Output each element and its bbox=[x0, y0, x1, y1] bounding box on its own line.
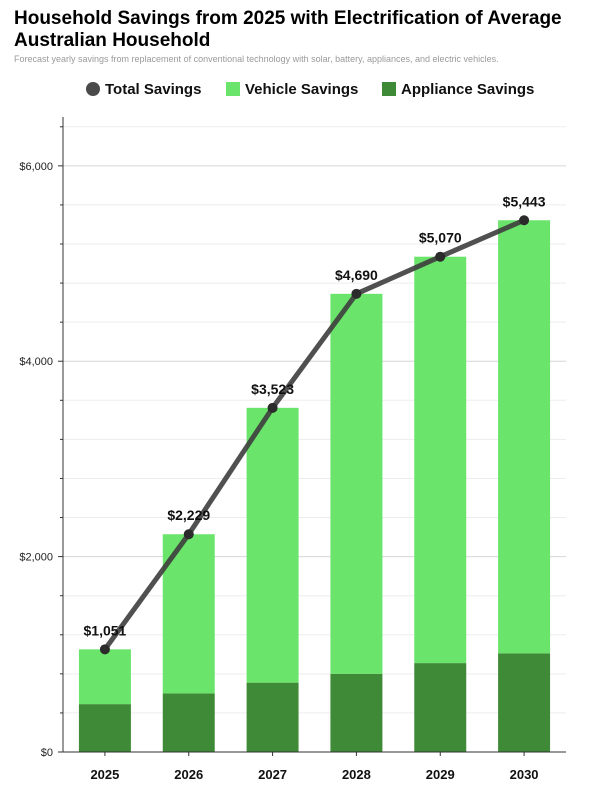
total-savings-line-path bbox=[102, 217, 527, 652]
appliance-savings-bar bbox=[246, 682, 299, 752]
bars bbox=[78, 220, 551, 752]
total-savings-point bbox=[435, 251, 446, 262]
total-savings-legend-marker bbox=[86, 82, 100, 96]
y-tick-label: $0 bbox=[41, 747, 53, 759]
total-savings-data-label: $5,070 bbox=[419, 230, 462, 246]
legend: Total Savings Vehicle Savings Appliance Sa… bbox=[86, 81, 534, 98]
total-savings-point bbox=[267, 402, 278, 413]
total-savings-point bbox=[99, 644, 110, 655]
vehicle-savings-legend-label: Vehicle Savings bbox=[245, 81, 358, 98]
chart-title: Household Savings from 2025 with Electri… bbox=[14, 8, 562, 51]
y-tick-label: $2,000 bbox=[19, 552, 53, 564]
x-axis: 2025 2026 2027 2028 2029 2030 bbox=[63, 751, 566, 782]
vehicle-savings-bar bbox=[414, 256, 467, 664]
vehicle-savings-bar bbox=[498, 220, 551, 654]
x-tick-label: 2025 bbox=[90, 767, 119, 782]
appliance-savings-bar bbox=[78, 704, 131, 752]
chart-subtitle: Forecast yearly savings from replacement… bbox=[14, 54, 499, 64]
x-tick-label: 2026 bbox=[174, 767, 203, 782]
x-tick-label: 2028 bbox=[342, 767, 371, 782]
vehicle-savings-legend-marker bbox=[226, 82, 240, 96]
vehicle-savings-bar bbox=[246, 407, 299, 683]
gridlines bbox=[63, 126, 566, 753]
data-labels: $1,051 $2,229 $3,523 $4,690 $5,070 $5,443 bbox=[84, 193, 546, 638]
total-savings-point bbox=[183, 529, 194, 540]
total-savings-point bbox=[519, 215, 530, 226]
appliance-savings-legend-label: Appliance Savings bbox=[401, 81, 534, 98]
total-savings-point bbox=[351, 288, 362, 299]
x-tick-label: 2030 bbox=[510, 767, 539, 782]
x-tick-label: 2027 bbox=[258, 767, 287, 782]
y-tick-label: $4,000 bbox=[19, 356, 53, 368]
appliance-savings-bar bbox=[330, 673, 383, 752]
total-savings-data-label: $1,051 bbox=[84, 622, 127, 638]
total-savings-data-label: $3,523 bbox=[251, 381, 294, 397]
appliance-savings-bar bbox=[414, 663, 467, 752]
total-savings-data-label: $4,690 bbox=[335, 267, 378, 283]
total-savings-legend-label: Total Savings bbox=[105, 81, 201, 98]
appliance-savings-bar bbox=[498, 653, 551, 752]
vehicle-savings-bar bbox=[78, 649, 131, 705]
appliance-savings-bar bbox=[162, 693, 215, 752]
y-tick-label: $6,000 bbox=[19, 161, 53, 173]
vehicle-savings-bar bbox=[330, 293, 383, 674]
total-savings-data-label: $2,229 bbox=[167, 507, 210, 523]
x-tick-label: 2029 bbox=[426, 767, 455, 782]
total-savings-line bbox=[99, 215, 530, 655]
y-axis: $0 $2,000 $4,000 $6,000 bbox=[19, 117, 64, 759]
appliance-savings-legend-marker bbox=[382, 82, 396, 96]
total-savings-data-label: $5,443 bbox=[503, 193, 546, 209]
